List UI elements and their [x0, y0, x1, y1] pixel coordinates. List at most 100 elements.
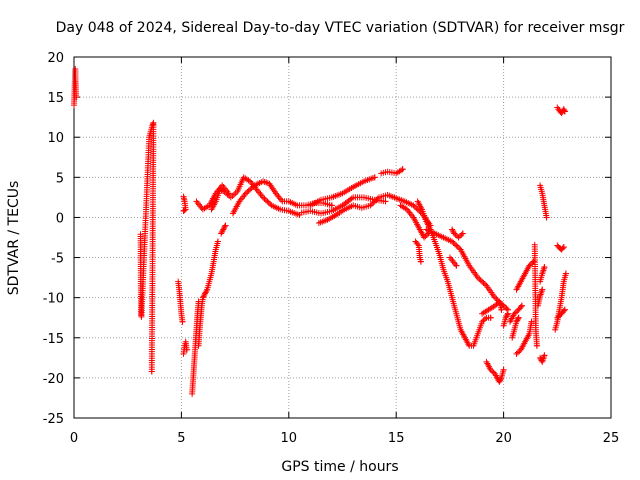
- data-point: [560, 244, 567, 251]
- plot-frame: [73, 56, 612, 419]
- data-point: [202, 289, 209, 296]
- data-point: [480, 279, 487, 286]
- data-point: [560, 308, 567, 315]
- data-point: [414, 241, 421, 248]
- y-axis-label: SDTVAR / TECUs: [6, 181, 22, 296]
- y-tick-label: 20: [47, 51, 64, 66]
- data-point: [454, 243, 461, 250]
- data-point: [451, 241, 458, 248]
- chart-title: Day 048 of 2024, Sidereal Day-to-day VTE…: [56, 20, 625, 36]
- data-point: [371, 198, 378, 205]
- data-point: [242, 190, 249, 197]
- data-point: [479, 318, 486, 325]
- x-tick-label: 20: [495, 431, 512, 446]
- data-point: [411, 203, 418, 210]
- data-point: [489, 368, 496, 375]
- y-tick-label: -25: [43, 412, 64, 427]
- data-point: [555, 313, 562, 320]
- data-point: [221, 223, 228, 230]
- data-point: [367, 202, 374, 209]
- data-point: [267, 201, 274, 208]
- data-point: [452, 231, 459, 238]
- data-point: [502, 304, 509, 311]
- data-point: [504, 310, 511, 317]
- data-point: [449, 227, 456, 234]
- data-point: [221, 225, 228, 232]
- data-point: [503, 305, 510, 312]
- data-point: [458, 231, 465, 238]
- data-point: [328, 202, 335, 209]
- data-point: [512, 309, 519, 316]
- data-point: [247, 186, 254, 193]
- data-point: [422, 233, 429, 240]
- data-point: [421, 234, 428, 241]
- data-point: [487, 366, 494, 373]
- data-point: [373, 197, 380, 204]
- data-point: [260, 194, 267, 201]
- data-point: [493, 301, 500, 308]
- grid-lines: [74, 57, 611, 418]
- x-tick-label: 10: [281, 431, 298, 446]
- x-tick-label: 5: [177, 431, 185, 446]
- data-point: [502, 314, 509, 321]
- data-point: [203, 287, 210, 294]
- data-point: [262, 197, 269, 204]
- data-point: [498, 306, 505, 313]
- data-point: [451, 230, 458, 237]
- data-point: [497, 377, 504, 384]
- data-point: [449, 226, 456, 233]
- data-point: [200, 293, 207, 300]
- data-point: [530, 258, 537, 265]
- data-point: [511, 310, 518, 317]
- data-point: [374, 195, 381, 202]
- data-point: [220, 226, 227, 233]
- data-point: [500, 366, 507, 373]
- data-point: [218, 230, 225, 237]
- data-point: [481, 316, 488, 323]
- data-point: [219, 187, 226, 194]
- data-point: [410, 202, 417, 209]
- data-point: [480, 317, 487, 324]
- data-point: [513, 350, 520, 357]
- data-point: [382, 198, 389, 205]
- data-point: [180, 208, 187, 215]
- y-tick-label: 0: [56, 211, 64, 226]
- data-point: [497, 376, 504, 383]
- data-point: [214, 238, 221, 245]
- data-point: [514, 317, 521, 324]
- data-point: [493, 296, 500, 303]
- data-point: [261, 195, 268, 202]
- data-point: [476, 275, 483, 282]
- data-point: [183, 346, 190, 353]
- data-point: [248, 185, 255, 192]
- data-point: [148, 368, 155, 375]
- y-tick-label: -15: [43, 332, 64, 347]
- data-point: [474, 274, 481, 281]
- data-point: [518, 302, 525, 309]
- data-point: [541, 352, 548, 359]
- data-points: [71, 66, 569, 397]
- axis-ticks: 0 5 10 15 20 25 -25 -20 -15 -10 -5 0 5 10 15 20: [43, 51, 620, 446]
- data-point: [477, 277, 484, 284]
- data-point: [455, 234, 462, 241]
- data-point: [453, 262, 460, 269]
- data-point: [199, 294, 206, 301]
- y-tick-label: 15: [47, 91, 64, 106]
- data-point: [450, 239, 457, 246]
- data-point: [517, 304, 524, 311]
- data-point: [561, 108, 568, 115]
- y-tick-label: -10: [43, 292, 64, 307]
- data-point: [219, 227, 226, 234]
- data-point: [179, 318, 186, 325]
- data-point: [399, 166, 406, 173]
- data-point: [543, 214, 550, 221]
- data-point: [202, 290, 209, 297]
- data-point: [496, 378, 503, 385]
- data-point: [528, 318, 535, 325]
- data-point: [371, 174, 378, 181]
- data-point: [514, 308, 521, 315]
- data-point: [244, 189, 251, 196]
- data-point: [557, 312, 564, 319]
- data-point: [250, 183, 256, 190]
